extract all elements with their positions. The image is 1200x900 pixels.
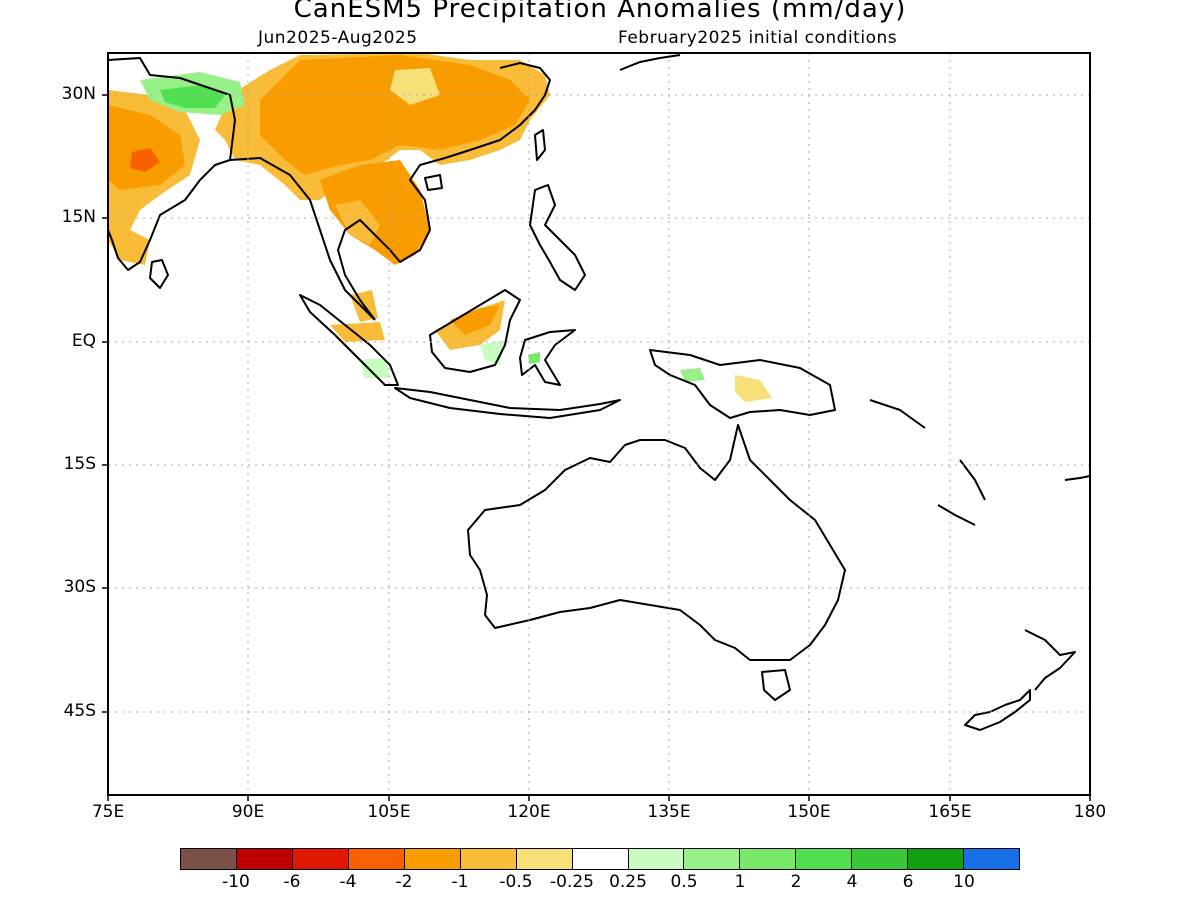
coastline-hainan xyxy=(424,174,443,191)
anomaly-region-sulawesi-wet xyxy=(528,352,540,364)
colorbar-swatch xyxy=(516,849,573,869)
anomaly-region-newguinea xyxy=(735,375,772,402)
lat-label-30n: 30N xyxy=(61,84,96,104)
lat-label-eq: EQ xyxy=(71,331,96,351)
coastline-philippines xyxy=(529,184,586,291)
colorbar-label: 1 xyxy=(734,872,746,892)
colorbar xyxy=(180,848,1020,870)
lat-label-45s: 45S xyxy=(63,701,96,721)
gridlines xyxy=(108,53,1090,795)
initial-conditions: February2025 initial conditions xyxy=(618,28,898,48)
lon-label-165e: 165E xyxy=(928,802,972,822)
anomaly-region-java-wet xyxy=(360,358,390,378)
coastline-sumatra xyxy=(299,294,399,386)
colorbar-label: 4 xyxy=(846,872,858,892)
colorbar-swatch xyxy=(852,849,909,869)
coastline-taiwan xyxy=(534,129,546,161)
colorbar-swatch xyxy=(348,849,405,869)
colorbar-swatch xyxy=(292,849,349,869)
lon-label-105e: 105E xyxy=(367,802,411,822)
coastlines xyxy=(108,54,1090,731)
colorbar-label: -0.5 xyxy=(499,872,533,892)
coastline-java xyxy=(394,387,621,419)
lon-label-75e: 75E xyxy=(91,802,125,822)
coastline-sulawesi xyxy=(519,329,576,386)
coastline-australia xyxy=(467,424,846,661)
coastline-vanuatu xyxy=(959,459,986,501)
colorbar-swatch xyxy=(181,849,237,869)
anomaly-region-india-core xyxy=(108,105,185,190)
colorbar-swatch xyxy=(684,849,741,869)
colorbar-label: 2 xyxy=(790,872,802,892)
lon-label-150e: 150E xyxy=(787,802,831,822)
colorbar-swatch xyxy=(796,849,853,869)
anomaly-shading xyxy=(108,53,772,402)
lon-label-90e: 90E xyxy=(231,802,265,822)
colorbar-label: 10 xyxy=(953,872,975,892)
coastline-newzealand-north xyxy=(1024,629,1076,691)
anomaly-region-indochina xyxy=(320,160,430,265)
colorbar-label: 6 xyxy=(902,872,914,892)
coastline-japan xyxy=(619,54,681,71)
plot-frame xyxy=(107,52,1091,796)
anomaly-region-china-light xyxy=(390,68,440,105)
colorbar-label: -6 xyxy=(283,872,301,892)
colorbar-swatch xyxy=(460,849,517,869)
map-title: CanESM5 Precipitation Anomalies (mm/day) xyxy=(293,0,907,24)
lon-label-180: 180 xyxy=(1073,802,1107,822)
axis-ticks xyxy=(102,94,1091,801)
colorbar-label: -2 xyxy=(395,872,413,892)
coastline-newguinea xyxy=(649,349,836,419)
anomaly-region-china-core xyxy=(260,55,530,175)
colorbar-swatch xyxy=(740,849,797,869)
colorbar-label: -10 xyxy=(222,872,250,892)
lat-label-15n: 15N xyxy=(61,207,96,227)
colorbar-swatch xyxy=(908,849,965,869)
coastline-asia xyxy=(108,57,551,321)
coastline-newcaledonia xyxy=(937,504,976,526)
colorbar-label: 0.25 xyxy=(609,872,647,892)
coastline-fiji xyxy=(1064,475,1090,481)
lat-label-15s: 15S xyxy=(63,454,96,474)
anomaly-region-himalaya-core xyxy=(160,85,225,108)
anomaly-region-india-max xyxy=(130,148,160,172)
colorbar-swatch xyxy=(628,849,685,869)
colorbar-swatch xyxy=(236,849,293,869)
anomaly-region-newguinea-wet xyxy=(680,368,705,382)
coastline-tasmania xyxy=(761,669,791,701)
colorbar-swatch xyxy=(964,849,1020,869)
colorbar-label: -0.25 xyxy=(550,872,594,892)
colorbar-swatch xyxy=(572,849,629,869)
lon-label-135e: 135E xyxy=(647,802,691,822)
colorbar-swatch xyxy=(404,849,461,869)
anomaly-region-sumatra xyxy=(330,322,385,342)
coastline-newzealand-south xyxy=(964,689,1031,731)
coastline-borneo xyxy=(429,289,521,373)
forecast-period: Jun2025-Aug2025 xyxy=(258,28,418,48)
anomaly-region-borneo-core xyxy=(450,305,500,335)
lon-label-120e: 120E xyxy=(507,802,551,822)
lat-label-30s: 30S xyxy=(63,577,96,597)
colorbar-label: -1 xyxy=(451,872,469,892)
colorbar-label: -4 xyxy=(339,872,357,892)
coastline-srilanka xyxy=(149,259,169,289)
colorbar-label: 0.5 xyxy=(670,872,698,892)
coastline-solomons xyxy=(869,399,926,429)
